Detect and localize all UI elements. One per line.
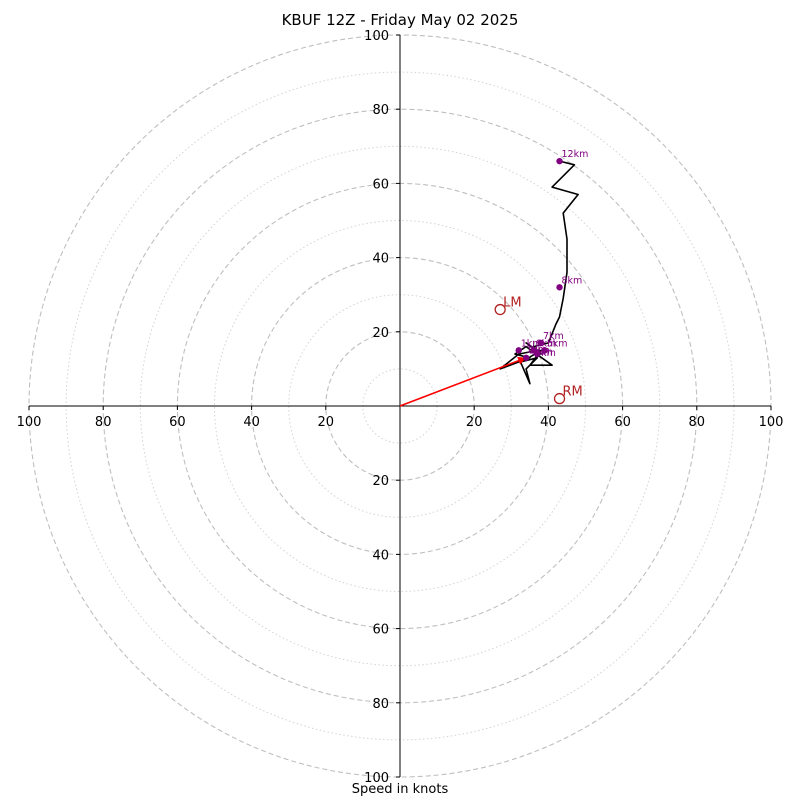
y-tick-label: 40 [372, 548, 389, 563]
height-label-7km: 7km [543, 331, 564, 342]
height-marker-8km [556, 284, 563, 291]
x-tick-label: 20 [466, 415, 483, 430]
x-tick-label: 80 [95, 415, 112, 430]
x-tick-label: 20 [318, 415, 335, 430]
y-tick-label: 100 [364, 771, 389, 786]
height-label-1km: 1km [521, 338, 542, 349]
x-tick-label: 40 [243, 415, 260, 430]
y-tick-label: 80 [372, 103, 389, 118]
height-marker-5km [541, 347, 548, 354]
height-label-5km: 5km [547, 338, 568, 349]
y-tick-label: 60 [372, 623, 389, 638]
chart-title: KBUF 12Z - Friday May 02 2025 [281, 11, 519, 29]
y-tick-label: 20 [372, 326, 389, 341]
height-label-2km: 2km [529, 346, 550, 357]
y-tick-label: 100 [364, 29, 389, 44]
wind-profile-line [499, 160, 579, 385]
mean-wind-vector [399, 357, 527, 407]
storm-motion-label-lm: LM [503, 296, 521, 311]
storm-motion-marker-lm [494, 303, 506, 316]
height-marker-1km [515, 347, 522, 354]
height-label-6km: 6km [536, 338, 557, 349]
height-label-12km: 12km [562, 149, 589, 160]
y-tick-label: 60 [372, 177, 389, 192]
x-tick-label: 60 [169, 415, 186, 430]
storm-motion-marker-rm [553, 392, 566, 405]
storm-motion-label-rm: RM [563, 385, 583, 400]
y-tick-label: 40 [372, 252, 389, 267]
height-marker-6km [530, 347, 537, 354]
y-tick-label: 80 [372, 697, 389, 712]
y-tick-label: 20 [372, 474, 389, 489]
height-marker-7km [537, 339, 545, 347]
x-axis-label: Speed in knots [351, 782, 449, 797]
x-tick-label: 100 [759, 415, 784, 430]
height-marker-12km [556, 157, 563, 165]
height-marker-point [522, 354, 530, 361]
height-label-3km: 3km [532, 347, 553, 358]
x-tick-label: 100 [17, 415, 42, 430]
height-label-8km: 8km [562, 275, 583, 286]
x-tick-label: 60 [614, 415, 631, 430]
x-tick-label: 80 [689, 415, 706, 430]
height-label-1km: 1km [526, 344, 547, 355]
height-label-4km: 4km [535, 348, 556, 359]
x-tick-label: 40 [540, 415, 557, 430]
